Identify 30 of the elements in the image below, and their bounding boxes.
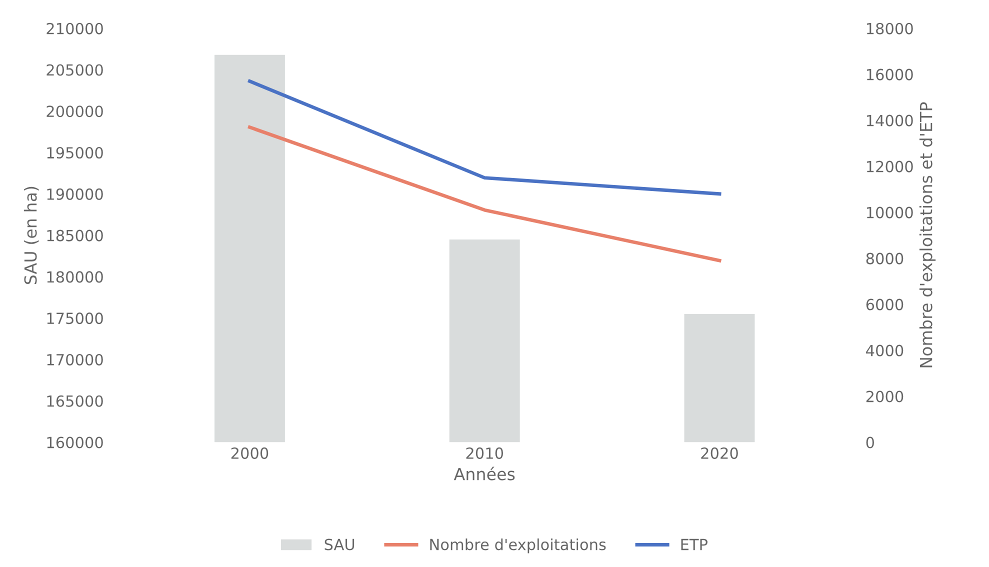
y-tick-label: 170000 xyxy=(47,354,103,366)
y2-tick-label: 6000 xyxy=(866,298,904,310)
y-tick-label: 160000 xyxy=(47,436,103,448)
legend-label: Nombre d'exploitations xyxy=(430,538,606,554)
x-tick-label: 2020 xyxy=(701,447,738,459)
y2-axis-title: Nombre d'exploitations et d'ETP xyxy=(919,102,936,368)
y-tick-label: 165000 xyxy=(47,395,103,407)
legend-label: SAU xyxy=(324,538,354,550)
y2-tick-label: 0 xyxy=(866,436,874,448)
y2-tick-label: 16000 xyxy=(866,68,913,80)
y-tick-label: 190000 xyxy=(47,188,103,200)
x-tick-label: 2010 xyxy=(466,447,504,459)
y-tick-label: 205000 xyxy=(46,64,103,76)
y2-tick-label: 12000 xyxy=(866,160,913,172)
y2-tick-label: 18000 xyxy=(866,22,913,34)
y2-tick-label: 4000 xyxy=(866,344,904,356)
y2-tick-label: 14000 xyxy=(866,114,913,126)
y2-tick-label: 8000 xyxy=(866,252,904,264)
y-tick-label: 200000 xyxy=(46,106,103,118)
y2-tick-label: 10000 xyxy=(866,206,913,218)
y-tick-label: 175000 xyxy=(47,312,103,324)
y-tick-label: 185000 xyxy=(47,230,103,242)
y-axis-title: SAU (en ha) xyxy=(24,186,39,284)
x-axis-title: Années xyxy=(454,466,515,480)
legend-label: ETP xyxy=(681,538,708,550)
y-tick-label: 210000 xyxy=(46,22,103,34)
x-tick-label: 2000 xyxy=(231,447,268,459)
y2-tick-label: 2000 xyxy=(866,390,904,402)
y-tick-label: 180000 xyxy=(47,271,103,283)
y-tick-label: 195000 xyxy=(47,146,103,159)
